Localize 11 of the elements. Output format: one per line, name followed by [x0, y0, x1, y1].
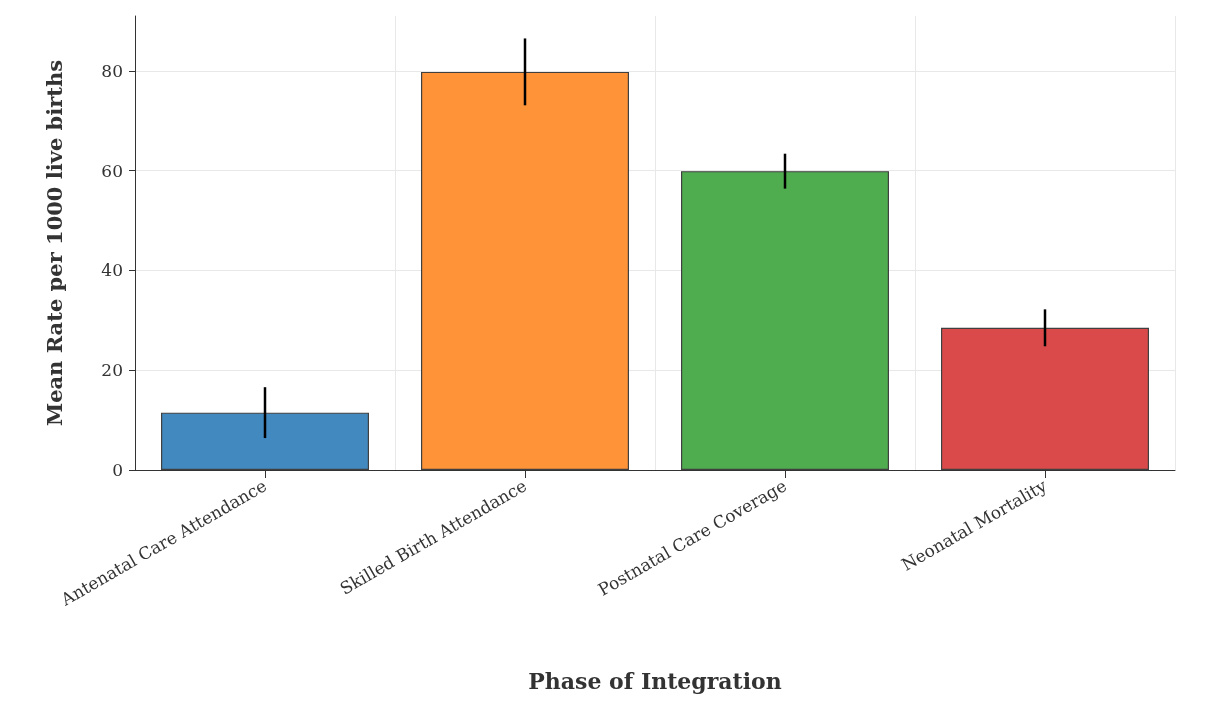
x-axis-title: Phase of Integration	[528, 668, 782, 694]
y-tick-label: 60	[101, 160, 123, 181]
y-tick-label: 0	[112, 460, 123, 480]
bar	[161, 412, 369, 470]
y-tick-label: 80	[101, 60, 123, 81]
bar	[421, 71, 629, 470]
bar	[681, 171, 889, 470]
y-axis-title: Mean Rate per 1000 live births	[42, 59, 67, 427]
y-tick-label: 20	[101, 360, 123, 381]
bar	[941, 327, 1149, 470]
y-tick-label: 40	[101, 260, 123, 281]
